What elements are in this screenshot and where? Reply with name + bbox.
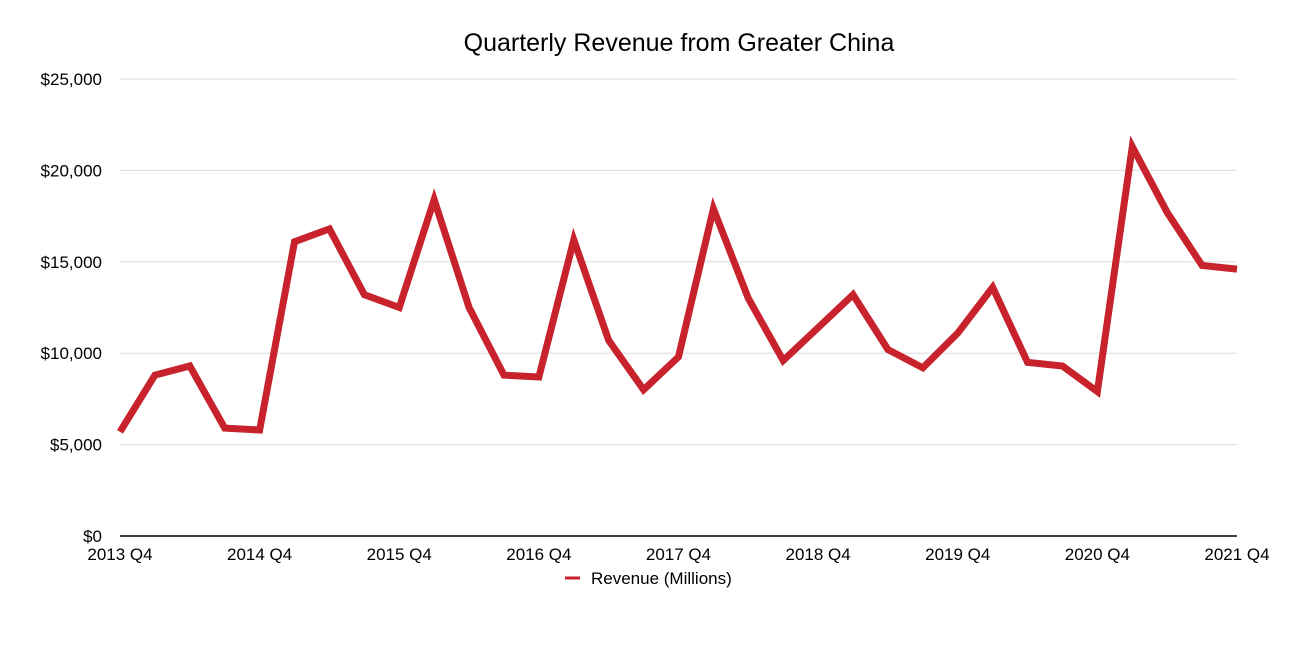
legend-label: Revenue (Millions): [591, 569, 732, 588]
x-tick-label: 2017 Q4: [646, 545, 711, 564]
x-tick-label: 2019 Q4: [925, 545, 990, 564]
x-tick-label: 2021 Q4: [1204, 545, 1269, 564]
y-tick-label: $25,000: [41, 70, 102, 89]
gridlines: [120, 78, 1237, 446]
y-axis-ticks: $0 $5,000 $10,000 $15,000 $20,000 $25,000: [41, 70, 102, 546]
x-tick-label: 2020 Q4: [1065, 545, 1130, 564]
x-tick-label: 2013 Q4: [87, 545, 152, 564]
x-tick-label: 2018 Q4: [786, 545, 851, 564]
y-tick-label: $15,000: [41, 253, 102, 272]
chart-title: Quarterly Revenue from Greater China: [464, 29, 895, 57]
y-tick-label: $0: [83, 527, 102, 546]
x-tick-label: 2016 Q4: [506, 545, 571, 564]
x-tick-label: 2014 Q4: [227, 545, 292, 564]
x-tick-label: 2015 Q4: [367, 545, 432, 564]
x-axis-ticks: 2013 Q4 2014 Q4 2015 Q4 2016 Q4 2017 Q4 2018 …: [87, 545, 1269, 564]
y-tick-label: $20,000: [41, 161, 102, 180]
series-line-revenue: [117, 135, 1238, 434]
y-tick-label: $5,000: [50, 436, 102, 455]
legend: Revenue (Millions): [565, 569, 732, 588]
y-tick-label: $10,000: [41, 344, 102, 363]
